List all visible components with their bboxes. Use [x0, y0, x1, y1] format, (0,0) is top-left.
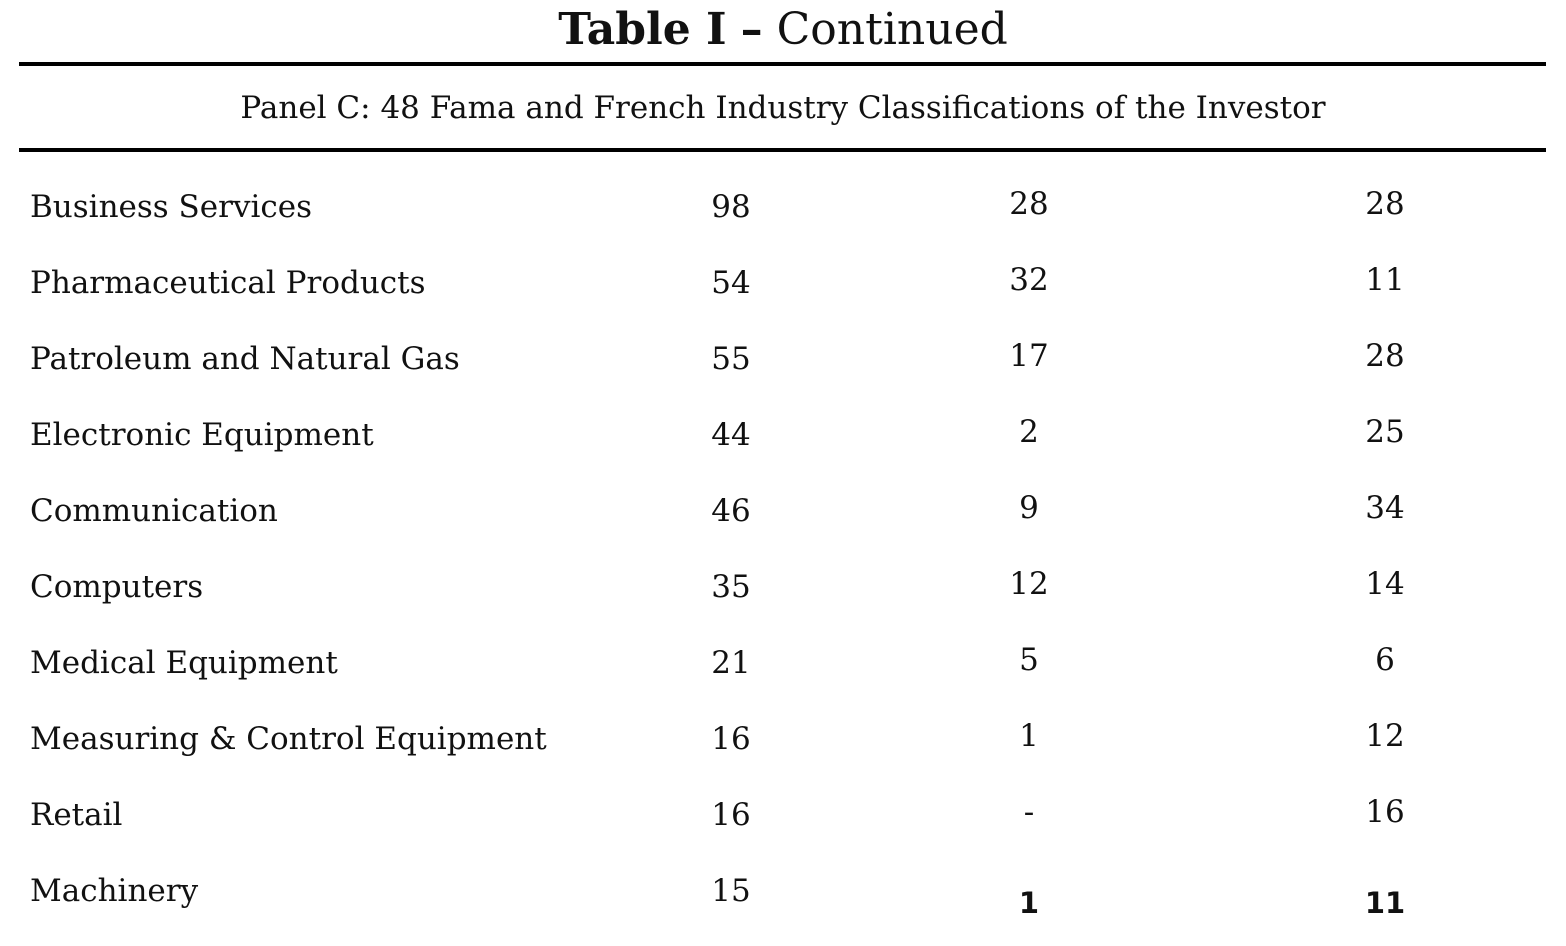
table-row: Medical Equipment 21 5 6 — [0, 642, 1566, 683]
row-value-col3: 6 — [1375, 642, 1395, 678]
row-label: Pharmaceutical Products — [30, 265, 426, 301]
table-row: Computers 35 12 14 — [0, 566, 1566, 607]
row-value-col3: 28 — [1365, 338, 1405, 374]
row-value-col2: 2 — [1019, 414, 1039, 450]
table-title-number: Table I — [558, 4, 727, 55]
row-label: Medical Equipment — [30, 645, 338, 681]
row-value-col2: 1 — [1019, 718, 1039, 754]
row-value-col2: 5 — [1019, 642, 1039, 678]
row-label: Computers — [30, 569, 204, 605]
row-value-col1: 21 — [711, 645, 751, 681]
table-title: Table I – Continued — [0, 4, 1566, 56]
row-value-col3: 12 — [1365, 718, 1405, 754]
panel-heading: Panel C: 48 Fama and French Industry Cla… — [240, 90, 1326, 126]
row-label: Patroleum and Natural Gas — [30, 341, 460, 377]
row-value-col1: 44 — [711, 417, 751, 453]
row-value-col3: 11 — [1364, 886, 1406, 920]
row-value-col2: 32 — [1009, 262, 1049, 298]
row-value-col1: 16 — [711, 721, 751, 757]
row-value-col2: 9 — [1019, 490, 1039, 526]
table-row: Pharmaceutical Products 54 32 11 — [0, 262, 1566, 303]
table-title-continued: Continued — [776, 4, 1008, 55]
row-value-col1: 46 — [711, 493, 751, 529]
row-label: Business Services — [30, 189, 312, 225]
row-value-col2: 28 — [1009, 186, 1049, 222]
table-row: Measuring & Control Equipment 16 1 12 — [0, 718, 1566, 759]
row-label: Machinery — [30, 873, 199, 909]
table-row: Communication 46 9 34 — [0, 490, 1566, 531]
row-value-col2: 1 — [1018, 886, 1040, 920]
row-value-col3: 11 — [1365, 262, 1405, 298]
row-value-col2: 12 — [1009, 566, 1049, 602]
row-value-col1: 15 — [711, 873, 751, 909]
table-row: Machinery 15 1 11 — [0, 871, 1566, 920]
row-label: Retail — [30, 797, 123, 833]
header-rule — [19, 148, 1546, 152]
row-label: Communication — [30, 493, 278, 529]
row-value-col1: 16 — [711, 797, 751, 833]
row-value-col1: 98 — [711, 189, 751, 225]
table-row: Electronic Equipment 44 2 25 — [0, 414, 1566, 455]
row-value-col1: 54 — [711, 265, 751, 301]
row-value-col3: 14 — [1365, 566, 1405, 602]
table-row: Business Services 98 28 28 — [0, 186, 1566, 227]
table-title-separator: – — [740, 4, 763, 55]
row-value-col2: - — [1023, 794, 1035, 830]
row-label: Electronic Equipment — [30, 417, 374, 453]
table-row: Patroleum and Natural Gas 55 17 28 — [0, 338, 1566, 379]
top-rule — [19, 62, 1546, 66]
row-value-col3: 34 — [1365, 490, 1405, 526]
row-value-col1: 55 — [711, 341, 751, 377]
table-row: Retail 16 - 16 — [0, 794, 1566, 835]
row-value-col3: 28 — [1365, 186, 1405, 222]
row-value-col3: 25 — [1365, 414, 1405, 450]
row-value-col3: 16 — [1365, 794, 1405, 830]
row-label: Measuring & Control Equipment — [30, 721, 547, 757]
row-value-col1: 35 — [711, 569, 751, 605]
row-value-col2: 17 — [1009, 338, 1049, 374]
